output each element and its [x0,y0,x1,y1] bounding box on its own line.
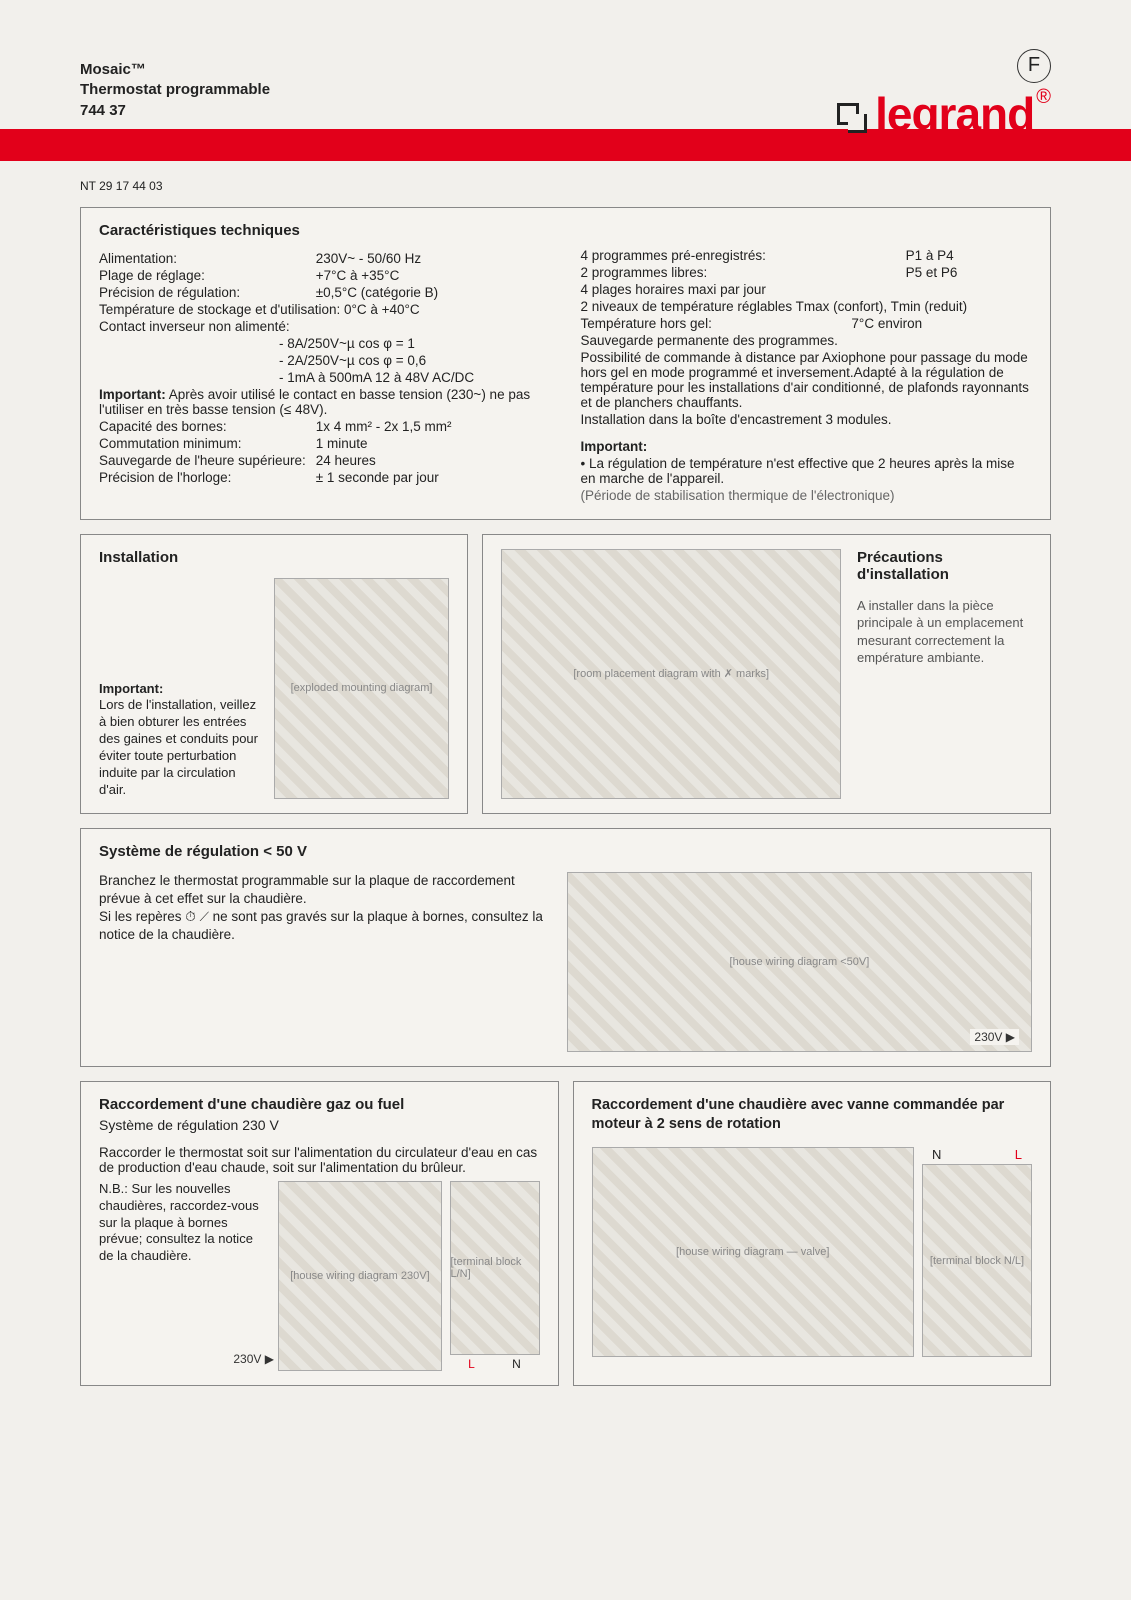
tech-title: Caractéristiques techniques [99,222,551,239]
tech-specs-panel: Caractéristiques techniques Alimentation… [80,207,1051,520]
brand-square-icon [837,103,867,133]
gas-subtitle: Système de régulation 230 V [99,1117,540,1133]
terminals-230v-diagram: [terminal block L/N] [450,1181,540,1355]
room-placement-diagram: [room placement diagram with ✗ marks] [501,549,841,799]
house-230v-diagram: [house wiring diagram 230V] 230V ▶ [278,1181,441,1371]
gas-boiler-panel: Raccordement d'une chaudière gaz ou fuel… [80,1081,559,1386]
spec-line: Possibilité de commande à distance par A… [581,350,1033,410]
voltage-label-50v: 230V ▶ [970,1029,1019,1045]
gas-text2: N.B.: Sur les nouvelles chaudières, racc… [99,1181,266,1371]
spec-row: Sauvegarde de l'heure supérieure:24 heur… [99,453,551,468]
precautions-title: Précautions d'installation [857,549,1032,583]
installation-important: Important: Lors de l'installation, veill… [99,681,264,799]
contact-line: - 8A/250V~µ cos φ = 1 [99,336,551,351]
spec-line: 2 niveaux de température réglables Tmax … [581,299,1033,314]
spec-storage: Température de stockage et d'utilisation… [99,302,551,317]
language-badge: F [1017,49,1051,83]
precautions-panel: [room placement diagram with ✗ marks] Pr… [482,534,1051,814]
installation-panel: Installation Important: Lors de l'instal… [80,534,468,814]
important-label: Important: [581,439,1033,454]
precautions-column: Précautions d'installation A installer d… [857,549,1032,799]
installation-title: Installation [99,549,449,566]
installation-row: Installation Important: Lors de l'instal… [80,534,1051,814]
contact-line: - 1mA à 500mA 12 à 48V AC/DC [99,370,551,385]
important-bullet: • La régulation de température n'est eff… [581,456,1033,486]
brand-bar: F legrand ® [0,129,1131,161]
spec-row: Alimentation:230V~ - 50/60 Hz [99,251,551,266]
spec-contact: Contact inverseur non alimenté: [99,319,551,334]
mounting-diagram: [exploded mounting diagram] [274,578,450,799]
brand-registered-icon: ® [1036,86,1051,109]
house-50v-diagram: [house wiring diagram <50V] 230V ▶ [567,872,1032,1052]
terminal-l: L [468,1357,475,1371]
bottom-row: Raccordement d'une chaudière gaz ou fuel… [80,1081,1051,1386]
tech-important: Important: Après avoir utilisé le contac… [99,387,551,417]
terminals-valve-diagram: [terminal block N/L] [922,1164,1032,1357]
spec-line: Installation dans la boîte d'encastremen… [581,412,1033,427]
language-letter: F [1028,54,1040,77]
regulation-50v-title: Système de régulation < 50 V [99,843,1032,860]
precautions-text: A installer dans la pièce principale à u… [857,597,1032,667]
spec-row: Commutation minimum:1 minute [99,436,551,451]
valve-title: Raccordement d'une chaudière avec vanne … [592,1096,1033,1134]
spec-row: Température hors gel:7°C environ [581,316,1033,331]
terminal-n-valve: N [932,1147,941,1162]
spec-row: Précision de régulation:±0,5°C (catégori… [99,285,551,300]
gas-title: Raccordement d'une chaudière gaz ou fuel [99,1096,540,1113]
regulation-50v-diagram-wrap: [house wiring diagram <50V] 230V ▶ [567,872,1032,1052]
important-note: (Période de stabilisation thermique de l… [581,488,1033,503]
brand-logo: legrand ® [837,87,1051,141]
contact-line: - 2A/250V~µ cos φ = 0,6 [99,353,551,368]
brand-name: legrand [875,87,1034,141]
spec-row: Précision de l'horloge:± 1 seconde par j… [99,470,551,485]
spec-row: 2 programmes libres:P5 et P6 [581,265,1033,280]
spec-line: 4 plages horaires maxi par jour [581,282,1033,297]
house-valve-diagram: [house wiring diagram — valve] [592,1147,915,1357]
spec-row: Plage de réglage:+7°C à +35°C [99,268,551,283]
gas-diagram-wrap: [house wiring diagram 230V] 230V ▶ [term… [278,1181,539,1371]
gas-text1: Raccorder le thermostat soit sur l'alime… [99,1145,540,1175]
product-line1: Mosaic™ [80,60,1051,80]
spec-row: Capacité des bornes:1x 4 mm² - 2x 1,5 mm… [99,419,551,434]
tech-right-column: 4 programmes pré-enregistrés:P1 à P4 2 p… [581,222,1033,505]
document-code: NT 29 17 44 03 [80,179,1051,193]
terminal-n: N [512,1357,521,1371]
tech-left-column: Caractéristiques techniques Alimentation… [99,222,551,505]
spec-line: Sauvegarde permanente des programmes. [581,333,1033,348]
terminal-l-valve: L [1015,1147,1022,1162]
voltage-label-230v: 230V ▶ [233,1352,274,1366]
regulation-50v-text: Branchez le thermostat programmable sur … [99,872,547,1052]
spec-row: 4 programmes pré-enregistrés:P1 à P4 [581,248,1033,263]
valve-boiler-panel: Raccordement d'une chaudière avec vanne … [573,1081,1052,1386]
regulation-50v-panel: Système de régulation < 50 V Branchez le… [80,828,1051,1067]
